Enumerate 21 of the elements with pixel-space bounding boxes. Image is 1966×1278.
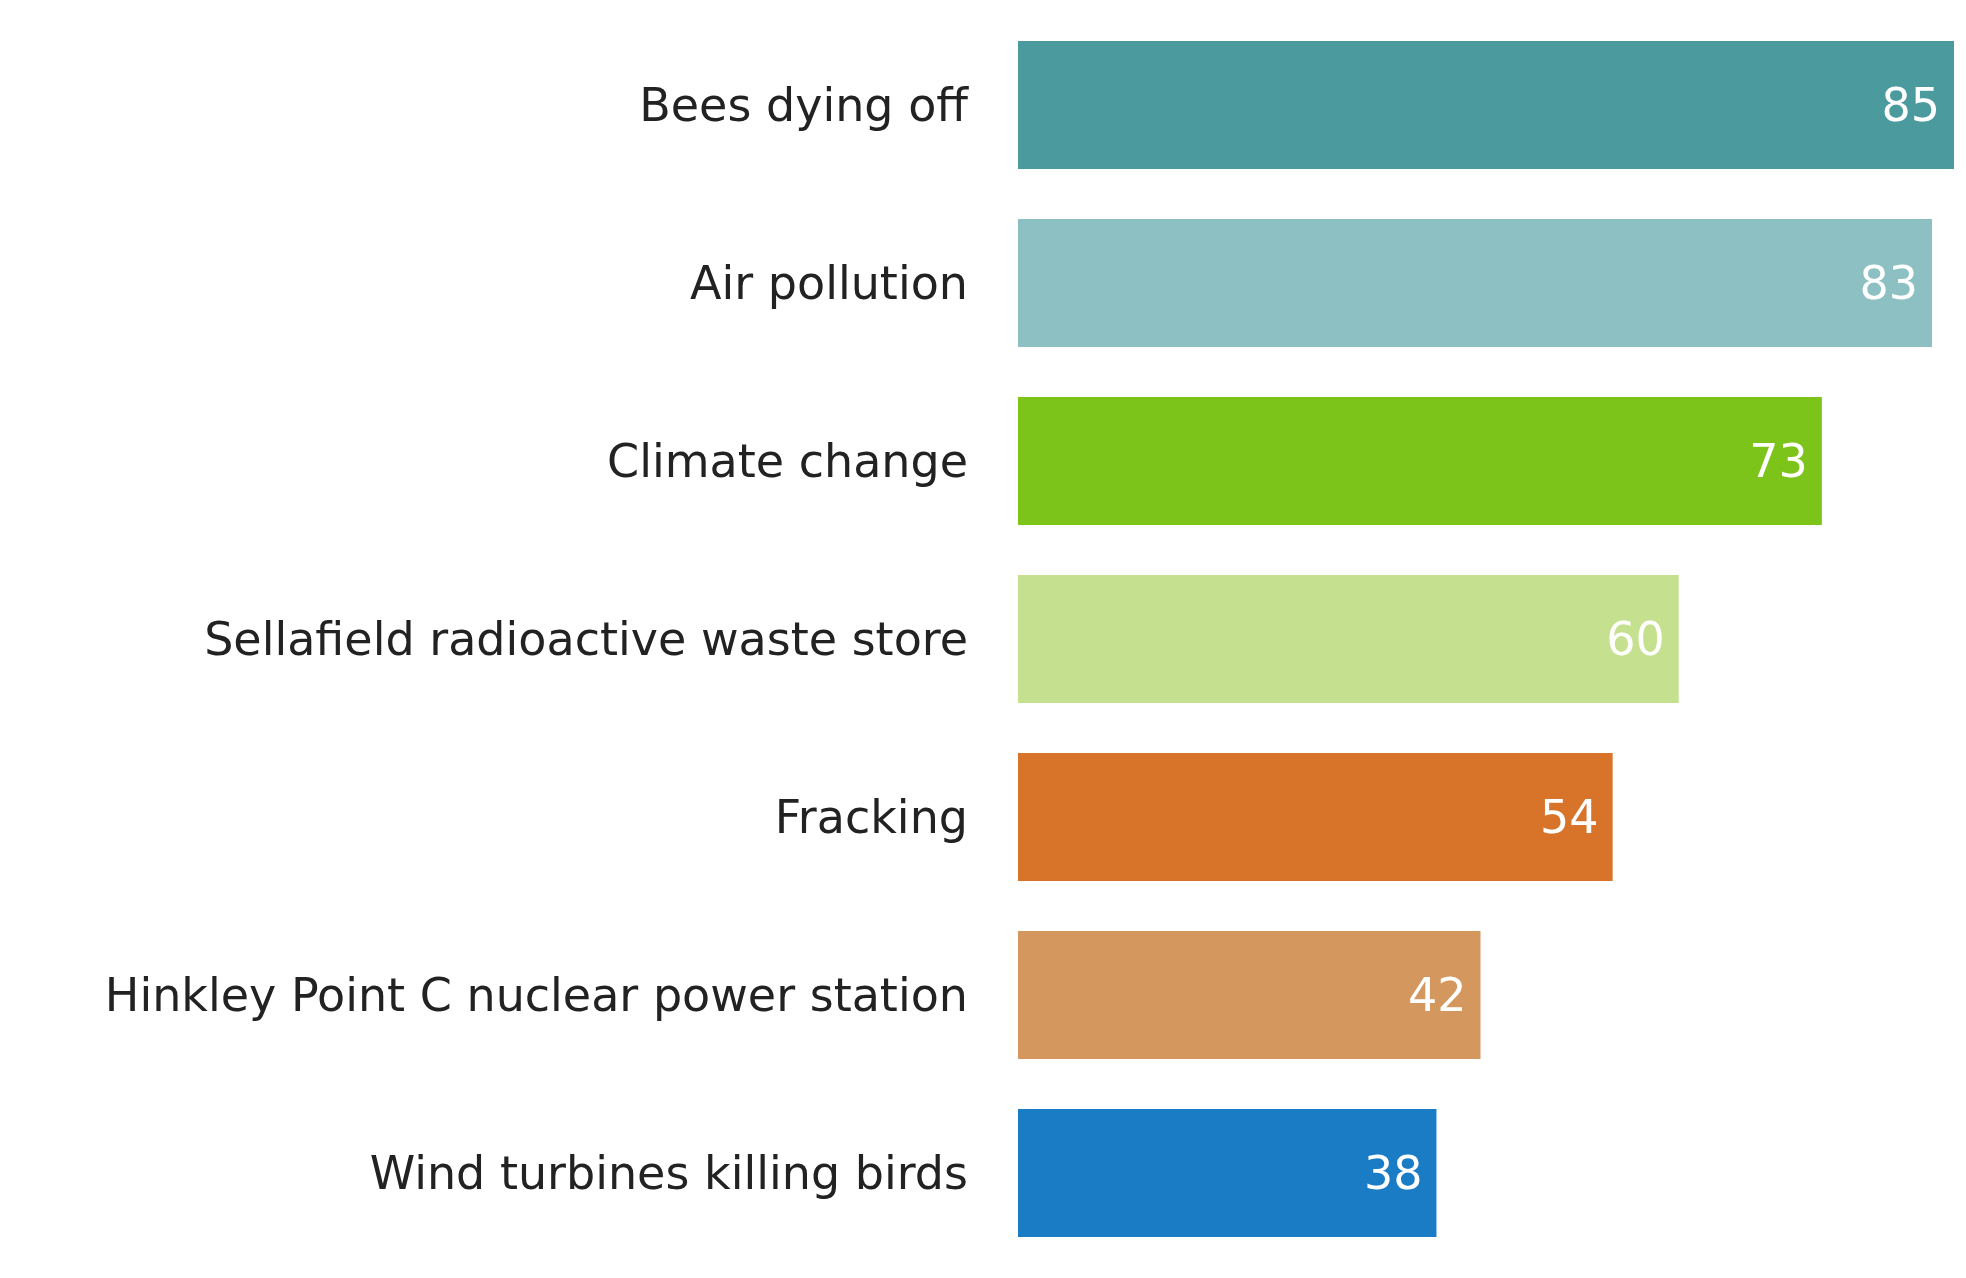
y-tick-label: Hinkley Point C nuclear power station <box>104 968 968 1022</box>
bar <box>1018 40 1954 170</box>
bar <box>1018 930 1481 1060</box>
data-label: 73 <box>1749 434 1808 488</box>
y-tick-label: Climate change <box>607 434 968 488</box>
y-tick-label: Bees dying off <box>639 78 970 132</box>
y-tick-label: Wind turbines killing birds <box>369 1146 968 1200</box>
bar <box>1018 218 1932 348</box>
y-tick-label: Air pollution <box>690 256 968 310</box>
bar <box>1018 574 1679 704</box>
y-tick-label: Fracking <box>774 790 968 844</box>
data-label: 54 <box>1540 790 1599 844</box>
data-label: 83 <box>1859 256 1918 310</box>
data-label: 42 <box>1407 968 1467 1022</box>
y-tick-label: Sellafield radioactive waste store <box>204 612 968 666</box>
bar <box>1018 396 1822 526</box>
bar <box>1018 1108 1437 1238</box>
bar <box>1018 752 1613 882</box>
data-label: 85 <box>1881 78 1940 132</box>
data-label: 60 <box>1606 612 1665 666</box>
data-label: 38 <box>1363 1146 1423 1200</box>
